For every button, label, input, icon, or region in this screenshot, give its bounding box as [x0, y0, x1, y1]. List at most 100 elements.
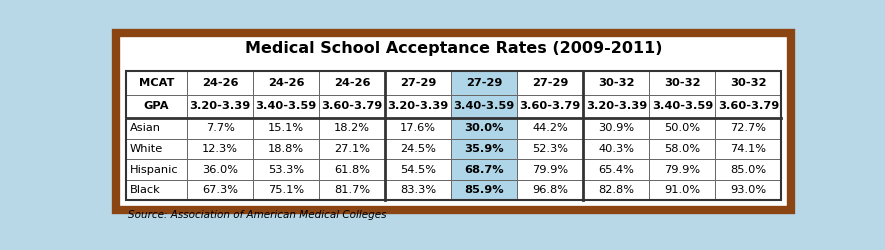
- Text: 40.3%: 40.3%: [598, 144, 635, 154]
- Bar: [385, 159, 451, 180]
- Text: 3.20-3.39: 3.20-3.39: [586, 102, 647, 112]
- Text: 30-32: 30-32: [598, 78, 635, 88]
- Bar: [385, 139, 451, 159]
- Text: 24-26: 24-26: [268, 78, 304, 88]
- Text: 30.0%: 30.0%: [465, 124, 504, 134]
- Bar: [319, 118, 385, 139]
- Text: 3.20-3.39: 3.20-3.39: [388, 102, 449, 112]
- Text: 18.8%: 18.8%: [268, 144, 304, 154]
- Text: 3.40-3.59: 3.40-3.59: [256, 102, 317, 112]
- Bar: [385, 180, 451, 200]
- Bar: [715, 95, 781, 118]
- Text: 3.20-3.39: 3.20-3.39: [189, 102, 250, 112]
- Bar: [451, 180, 517, 200]
- Bar: [583, 118, 650, 139]
- Bar: [126, 72, 187, 95]
- Text: 52.3%: 52.3%: [532, 144, 568, 154]
- Bar: [650, 118, 715, 139]
- Text: 58.0%: 58.0%: [665, 144, 700, 154]
- Text: 3.60-3.79: 3.60-3.79: [321, 102, 383, 112]
- Bar: [187, 139, 253, 159]
- Bar: [253, 159, 319, 180]
- Text: 35.9%: 35.9%: [465, 144, 504, 154]
- Bar: [583, 159, 650, 180]
- Text: 24-26: 24-26: [202, 78, 238, 88]
- Text: 81.7%: 81.7%: [335, 185, 370, 195]
- Text: GPA: GPA: [143, 102, 169, 112]
- Text: 30-32: 30-32: [730, 78, 766, 88]
- Text: 67.3%: 67.3%: [202, 185, 238, 195]
- Text: 83.3%: 83.3%: [400, 185, 436, 195]
- Bar: [319, 139, 385, 159]
- Text: 24-26: 24-26: [334, 78, 371, 88]
- Text: 7.7%: 7.7%: [205, 124, 235, 134]
- Bar: [715, 118, 781, 139]
- Text: MCAT: MCAT: [139, 78, 174, 88]
- Bar: [517, 72, 583, 95]
- Bar: [126, 159, 187, 180]
- Bar: [126, 95, 187, 118]
- Text: 44.2%: 44.2%: [533, 124, 568, 134]
- Bar: [650, 180, 715, 200]
- Bar: [451, 95, 517, 118]
- Text: Medical School Acceptance Rates (2009-2011): Medical School Acceptance Rates (2009-20…: [245, 41, 662, 56]
- Bar: [253, 118, 319, 139]
- FancyBboxPatch shape: [116, 33, 791, 210]
- Text: 85.0%: 85.0%: [730, 164, 766, 174]
- Bar: [187, 72, 253, 95]
- Text: 30.9%: 30.9%: [598, 124, 635, 134]
- Bar: [517, 180, 583, 200]
- Text: 65.4%: 65.4%: [598, 164, 635, 174]
- Text: Asian: Asian: [130, 124, 161, 134]
- Text: 36.0%: 36.0%: [202, 164, 238, 174]
- Bar: [715, 180, 781, 200]
- Bar: [650, 159, 715, 180]
- Text: 68.7%: 68.7%: [465, 164, 504, 174]
- Bar: [187, 118, 253, 139]
- Text: 85.9%: 85.9%: [465, 185, 504, 195]
- Text: 75.1%: 75.1%: [268, 185, 304, 195]
- Text: 79.9%: 79.9%: [532, 164, 568, 174]
- Bar: [583, 139, 650, 159]
- Text: White: White: [130, 144, 163, 154]
- Text: Source: Association of American Medical Colleges: Source: Association of American Medical …: [127, 210, 386, 220]
- Bar: [583, 180, 650, 200]
- Bar: [517, 95, 583, 118]
- Bar: [517, 118, 583, 139]
- Text: Hispanic: Hispanic: [130, 164, 179, 174]
- Text: 50.0%: 50.0%: [665, 124, 700, 134]
- Bar: [319, 159, 385, 180]
- Text: 82.8%: 82.8%: [598, 185, 635, 195]
- Text: 74.1%: 74.1%: [730, 144, 766, 154]
- Bar: [187, 95, 253, 118]
- Bar: [650, 95, 715, 118]
- Bar: [319, 72, 385, 95]
- Bar: [187, 159, 253, 180]
- Bar: [385, 118, 451, 139]
- Bar: [451, 118, 517, 139]
- Text: 3.60-3.79: 3.60-3.79: [519, 102, 581, 112]
- Bar: [319, 180, 385, 200]
- Bar: [451, 159, 517, 180]
- Text: 53.3%: 53.3%: [268, 164, 304, 174]
- Text: 3.60-3.79: 3.60-3.79: [718, 102, 779, 112]
- Bar: [126, 139, 187, 159]
- Bar: [517, 139, 583, 159]
- Text: 30-32: 30-32: [664, 78, 701, 88]
- Text: 27-29: 27-29: [532, 78, 568, 88]
- Text: 27-29: 27-29: [466, 78, 503, 88]
- Bar: [715, 72, 781, 95]
- Bar: [583, 95, 650, 118]
- Bar: [650, 139, 715, 159]
- Bar: [253, 72, 319, 95]
- Bar: [517, 159, 583, 180]
- Bar: [583, 72, 650, 95]
- Text: 54.5%: 54.5%: [400, 164, 436, 174]
- Bar: [650, 72, 715, 95]
- Text: 24.5%: 24.5%: [400, 144, 436, 154]
- Bar: [187, 180, 253, 200]
- Text: 27-29: 27-29: [400, 78, 436, 88]
- Bar: [126, 118, 187, 139]
- Bar: [451, 72, 517, 95]
- Text: 61.8%: 61.8%: [335, 164, 370, 174]
